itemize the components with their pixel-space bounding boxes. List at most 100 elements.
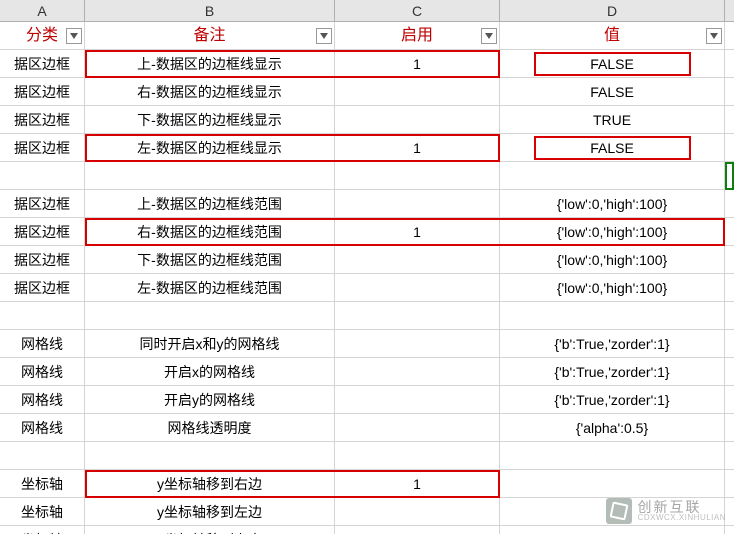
cell-edge[interactable] (725, 162, 734, 190)
cell-C[interactable] (335, 330, 500, 358)
cell-A[interactable]: 网格线 (0, 386, 85, 414)
cell-C[interactable]: 1 (335, 50, 500, 78)
cell-edge[interactable] (725, 470, 734, 498)
cell-A[interactable]: 据区边框 (0, 106, 85, 134)
cell-A[interactable]: 据区边框 (0, 134, 85, 162)
cell-edge[interactable] (725, 386, 734, 414)
cell-A[interactable]: 据区边框 (0, 274, 85, 302)
cell-edge[interactable] (725, 414, 734, 442)
cell-C[interactable] (335, 498, 500, 526)
cell-D[interactable]: {'low':0,'high':100} (500, 190, 725, 218)
header-enable[interactable]: 启用 (335, 22, 500, 50)
cell-edge[interactable] (725, 302, 734, 330)
cell-D[interactable]: {'b':True,'zorder':1} (500, 358, 725, 386)
cell-edge[interactable] (725, 498, 734, 526)
column-header-D[interactable]: D (500, 0, 725, 21)
header-category[interactable]: 分类 (0, 22, 85, 50)
cell-edge[interactable] (725, 106, 734, 134)
filter-button-A[interactable] (66, 28, 82, 44)
cell-edge[interactable] (725, 190, 734, 218)
column-header-A[interactable]: A (0, 0, 85, 21)
cell-A[interactable]: 网格线 (0, 330, 85, 358)
cell-D[interactable] (500, 162, 725, 190)
cell-C[interactable] (335, 386, 500, 414)
cell-A[interactable] (0, 302, 85, 330)
cell-A[interactable]: 坐标轴 (0, 470, 85, 498)
cell-D[interactable] (500, 526, 725, 534)
cell-C[interactable]: 1 (335, 470, 500, 498)
cell-C[interactable] (335, 358, 500, 386)
cell-C[interactable] (335, 78, 500, 106)
cell-D[interactable]: FALSE (500, 50, 725, 78)
cell-B[interactable]: 右-数据区的边框线范围 (85, 218, 335, 246)
cell-C[interactable] (335, 246, 500, 274)
cell-B[interactable]: 网格线透明度 (85, 414, 335, 442)
cell-A[interactable]: 据区边框 (0, 50, 85, 78)
cell-B[interactable]: x坐标轴移到上方 (85, 526, 335, 534)
cell-B[interactable] (85, 442, 335, 470)
cell-D[interactable]: FALSE (500, 78, 725, 106)
cell-C[interactable] (335, 526, 500, 534)
cell-C[interactable]: 1 (335, 134, 500, 162)
cell-B[interactable]: 下-数据区的边框线范围 (85, 246, 335, 274)
cell-edge[interactable] (725, 274, 734, 302)
cell-C[interactable] (335, 190, 500, 218)
header-value[interactable]: 值 (500, 22, 725, 50)
cell-edge[interactable] (725, 22, 734, 50)
cell-edge[interactable] (725, 134, 734, 162)
cell-D[interactable]: TRUE (500, 106, 725, 134)
cell-A[interactable]: 坐标轴 (0, 498, 85, 526)
filter-button-B[interactable] (316, 28, 332, 44)
cell-edge[interactable] (725, 330, 734, 358)
cell-D[interactable]: {'low':0,'high':100} (500, 274, 725, 302)
header-remark[interactable]: 备注 (85, 22, 335, 50)
cell-A[interactable] (0, 162, 85, 190)
cell-edge[interactable] (725, 50, 734, 78)
cell-C[interactable] (335, 106, 500, 134)
cell-A[interactable]: 据区边框 (0, 246, 85, 274)
cell-C[interactable]: 1 (335, 218, 500, 246)
cell-D[interactable]: {'low':0,'high':100} (500, 218, 725, 246)
cell-B[interactable]: y坐标轴移到左边 (85, 498, 335, 526)
column-header-next[interactable] (725, 0, 734, 21)
cell-B[interactable]: 上-数据区的边框线范围 (85, 190, 335, 218)
cell-A[interactable]: 据区边框 (0, 78, 85, 106)
cell-C[interactable] (335, 442, 500, 470)
cell-C[interactable] (335, 162, 500, 190)
cell-B[interactable]: 开启y的网格线 (85, 386, 335, 414)
cell-D[interactable]: {'b':True,'zorder':1} (500, 386, 725, 414)
cell-B[interactable]: 下-数据区的边框线显示 (85, 106, 335, 134)
cell-D[interactable] (500, 302, 725, 330)
cell-edge[interactable] (725, 218, 734, 246)
cell-B[interactable]: 上-数据区的边框线显示 (85, 50, 335, 78)
filter-button-D[interactable] (706, 28, 722, 44)
filter-button-C[interactable] (481, 28, 497, 44)
cell-C[interactable] (335, 414, 500, 442)
cell-D[interactable] (500, 470, 725, 498)
cell-A[interactable]: 网格线 (0, 414, 85, 442)
cell-B[interactable]: 右-数据区的边框线显示 (85, 78, 335, 106)
cell-D[interactable] (500, 442, 725, 470)
cell-edge[interactable] (725, 246, 734, 274)
cell-A[interactable]: 坐标轴 (0, 526, 85, 534)
cell-A[interactable]: 据区边框 (0, 190, 85, 218)
cell-A[interactable]: 网格线 (0, 358, 85, 386)
cell-C[interactable] (335, 274, 500, 302)
cell-edge[interactable] (725, 78, 734, 106)
cell-B[interactable]: 同时开启x和y的网格线 (85, 330, 335, 358)
column-header-C[interactable]: C (335, 0, 500, 21)
cell-edge[interactable] (725, 526, 734, 534)
cell-D[interactable]: FALSE (500, 134, 725, 162)
cell-B[interactable]: 左-数据区的边框线范围 (85, 274, 335, 302)
cell-A[interactable] (0, 442, 85, 470)
cell-D[interactable]: {'b':True,'zorder':1} (500, 330, 725, 358)
cell-D[interactable]: {'low':0,'high':100} (500, 246, 725, 274)
cell-B[interactable]: 左-数据区的边框线显示 (85, 134, 335, 162)
cell-edge[interactable] (725, 442, 734, 470)
cell-edge[interactable] (725, 358, 734, 386)
cell-B[interactable] (85, 302, 335, 330)
cell-B[interactable]: 开启x的网格线 (85, 358, 335, 386)
column-header-B[interactable]: B (85, 0, 335, 21)
cell-C[interactable] (335, 302, 500, 330)
cell-B[interactable] (85, 162, 335, 190)
